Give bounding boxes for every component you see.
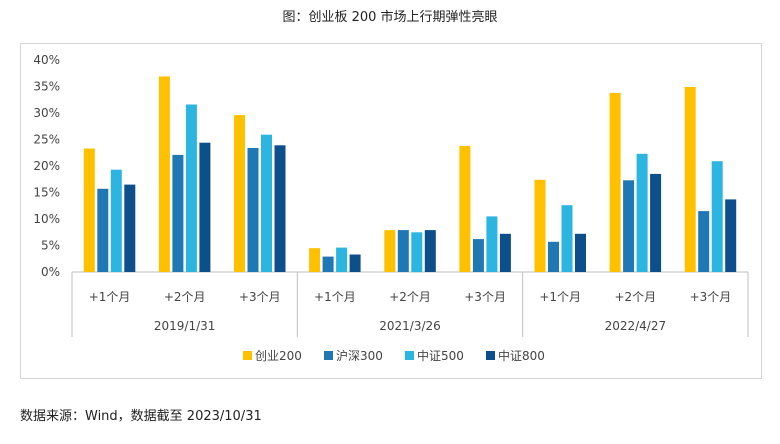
x-tick-label: +3个月 [239, 290, 281, 304]
legend-label: 创业200 [255, 349, 302, 363]
group-label: 2022/4/27 [605, 319, 667, 333]
bar [83, 148, 95, 272]
bar [247, 148, 259, 272]
bar [650, 173, 662, 272]
bar [234, 115, 245, 272]
bar [384, 230, 396, 272]
x-tick-label: +1个月 [89, 290, 131, 304]
y-tick-label: 15% [33, 186, 60, 200]
x-tick-label: +2个月 [164, 290, 206, 304]
bar [274, 145, 286, 272]
bar [472, 239, 484, 272]
y-tick-label: 20% [33, 159, 60, 173]
bar [499, 233, 511, 272]
bar [684, 87, 696, 272]
x-tick-label: +2个月 [389, 290, 431, 304]
bar [725, 199, 737, 272]
bar [336, 247, 348, 272]
bar [158, 76, 170, 273]
bar [534, 179, 546, 272]
chart-title: 图：创业板 200 市场上行期弹性亮眼 [282, 10, 498, 25]
bar [97, 188, 109, 272]
bar [172, 154, 184, 272]
bar [322, 256, 334, 272]
chart-frame [20, 43, 762, 379]
y-tick-label: 35% [33, 80, 60, 94]
bar [424, 230, 436, 272]
y-tick-label: 30% [33, 106, 60, 120]
y-tick-label: 5% [41, 239, 60, 253]
bar [124, 184, 136, 272]
legend-label: 沪深300 [336, 349, 383, 363]
x-tick-label: +1个月 [314, 290, 356, 304]
bar [397, 230, 409, 272]
legend-label: 中证500 [417, 348, 464, 363]
bar [711, 161, 723, 272]
group-label: 2019/1/31 [154, 319, 216, 333]
bar [575, 233, 586, 272]
bar [110, 169, 122, 272]
y-tick-label: 40% [33, 53, 60, 67]
bar [411, 232, 423, 273]
source-note: 数据来源：Wind，数据截至 2023/10/31 [20, 409, 262, 424]
legend-swatch [324, 351, 333, 360]
x-tick-label: +3个月 [464, 290, 506, 304]
bar [261, 134, 272, 272]
bar [623, 180, 635, 272]
bar [459, 145, 471, 272]
bar [636, 153, 648, 272]
y-tick-label: 0% [41, 265, 60, 279]
legend-swatch [486, 351, 495, 360]
bar [349, 254, 361, 272]
bar [486, 216, 498, 272]
bar [698, 211, 710, 272]
y-tick-label: 25% [33, 133, 60, 147]
bar [561, 205, 573, 272]
x-tick-label: +1个月 [539, 290, 581, 304]
legend-swatch [405, 351, 414, 360]
group-label: 2021/3/26 [379, 319, 441, 333]
bar [199, 142, 211, 272]
bar [309, 248, 321, 272]
x-tick-label: +3个月 [690, 290, 732, 304]
bar [548, 241, 559, 272]
legend-label: 中证800 [498, 348, 545, 363]
x-tick-label: +2个月 [614, 290, 656, 304]
bar [609, 92, 621, 273]
y-tick-label: 10% [33, 212, 60, 226]
legend-swatch [243, 351, 252, 360]
bar [185, 104, 197, 272]
